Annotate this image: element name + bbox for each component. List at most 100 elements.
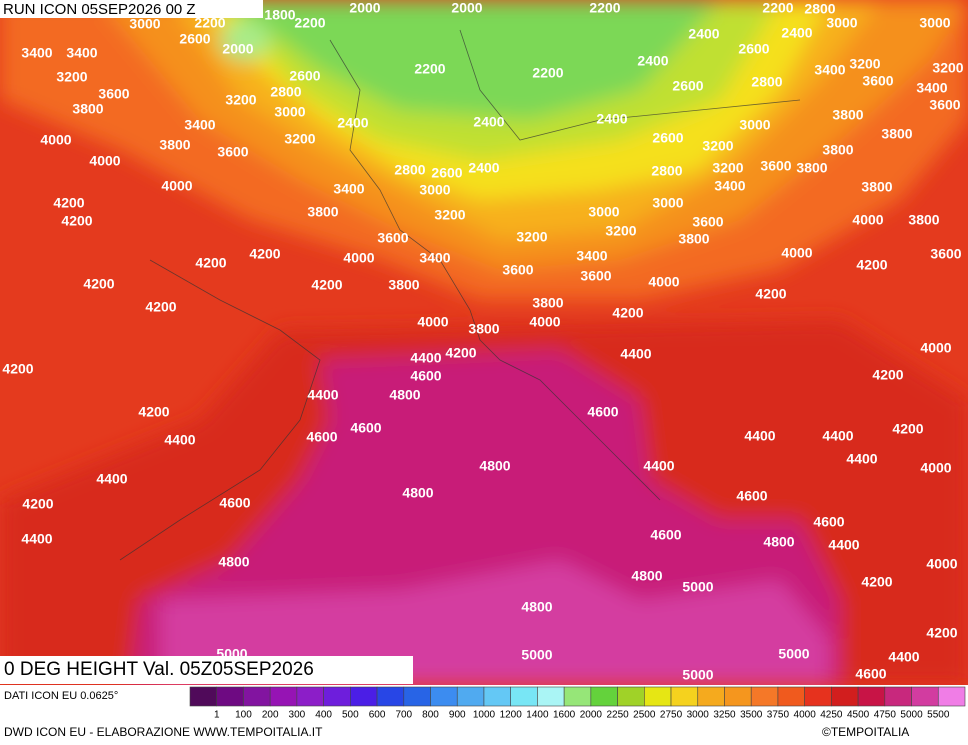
legend-label: 100 xyxy=(235,710,252,721)
contour-label: 4600 xyxy=(650,527,681,543)
legend-swatch xyxy=(189,686,218,707)
contour-label: 2000 xyxy=(222,41,253,57)
contour-label: 3400 xyxy=(184,117,215,133)
contour-label: 3200 xyxy=(849,56,880,72)
contour-label: 3200 xyxy=(712,160,743,176)
contour-label: 3400 xyxy=(916,80,947,96)
legend-label: 2750 xyxy=(660,710,683,721)
contour-label: 3000 xyxy=(652,195,683,211)
credit: DWD ICON EU - ELABORAZIONE WWW.TEMPOITAL… xyxy=(4,725,323,739)
contour-label: 2400 xyxy=(781,25,812,41)
contour-label: 3200 xyxy=(56,69,87,85)
legend-swatch xyxy=(537,686,565,707)
contour-label: 2800 xyxy=(651,163,682,179)
contour-label: 2200 xyxy=(762,0,793,16)
contour-label: 4400 xyxy=(307,387,338,403)
legend-swatch xyxy=(456,686,485,707)
contour-label: 4400 xyxy=(164,432,195,448)
legend-label: 300 xyxy=(289,710,306,721)
contour-label: 4800 xyxy=(521,599,552,615)
legend-label: 4750 xyxy=(874,710,897,721)
legend-swatch xyxy=(350,686,378,707)
contour-label: 3400 xyxy=(714,178,745,194)
legend-swatch xyxy=(697,686,725,707)
contour-label: 2400 xyxy=(473,114,504,130)
contour-label: 3600 xyxy=(760,158,791,174)
contour-label: 4600 xyxy=(350,420,381,436)
legend-label: 3000 xyxy=(687,710,710,721)
contour-label: 4400 xyxy=(888,649,919,665)
contour-label: 4000 xyxy=(852,212,883,228)
legend-swatch xyxy=(831,686,859,707)
contour-label: 3600 xyxy=(930,246,961,262)
legend-label: 400 xyxy=(315,710,332,721)
contour-label: 3800 xyxy=(532,295,563,311)
contour-label: 4800 xyxy=(763,534,794,550)
legend-swatch xyxy=(216,686,244,707)
contour-label: 4200 xyxy=(61,213,92,229)
legend-label: 5000 xyxy=(900,710,923,721)
contour-label: 3800 xyxy=(72,101,103,117)
legend-label: 1600 xyxy=(553,710,576,721)
contour-label: 3000 xyxy=(129,16,160,32)
contour-label: 3800 xyxy=(796,160,827,176)
contour-label: 4800 xyxy=(218,554,249,570)
contour-label: 1800 xyxy=(264,7,295,23)
contour-label: 4400 xyxy=(744,428,775,444)
contour-label: 4200 xyxy=(138,404,169,420)
contour-label: 4200 xyxy=(861,574,892,590)
contour-label: 3000 xyxy=(419,182,450,198)
contour-label: 2400 xyxy=(637,53,668,69)
contour-label: 4000 xyxy=(40,132,71,148)
legend-label: 2250 xyxy=(606,710,629,721)
contour-label: 4800 xyxy=(402,485,433,501)
legend-swatch xyxy=(724,686,752,707)
contour-label: 2000 xyxy=(451,0,482,16)
contour-label: 3200 xyxy=(605,223,636,239)
contour-label: 4800 xyxy=(631,568,662,584)
contour-label: 4200 xyxy=(755,286,786,302)
contour-label: 2200 xyxy=(194,15,225,31)
legend-label: 500 xyxy=(342,710,359,721)
contour-label: 2600 xyxy=(179,31,210,47)
legend-label: 4500 xyxy=(847,710,870,721)
contour-label: 4400 xyxy=(846,451,877,467)
legend-swatch xyxy=(670,686,699,707)
contour-label: 4200 xyxy=(892,421,923,437)
contour-label: 4200 xyxy=(22,496,53,512)
contour-label: 4200 xyxy=(53,195,84,211)
contour-label: 3800 xyxy=(388,277,419,293)
legend-swatch xyxy=(644,686,672,707)
run-box xyxy=(0,0,263,18)
contour-label: 4400 xyxy=(21,531,52,547)
contour-label: 3800 xyxy=(307,204,338,220)
contour-label: 2600 xyxy=(652,130,683,146)
legend-swatch xyxy=(563,686,592,707)
contour-label: 4200 xyxy=(83,276,114,292)
contour-label: 3800 xyxy=(159,137,190,153)
contour-label: 4000 xyxy=(89,153,120,169)
contour-label: 3000 xyxy=(274,104,305,120)
contour-label: 3600 xyxy=(217,144,248,160)
contour-label: 3400 xyxy=(333,181,364,197)
legend-swatch xyxy=(243,686,271,707)
contour-label: 4000 xyxy=(781,245,812,261)
contour-label: 5000 xyxy=(216,646,247,662)
contour-label: 4400 xyxy=(822,428,853,444)
contour-label: 4000 xyxy=(529,314,560,330)
contour-label: 3000 xyxy=(826,15,857,31)
legend-label: 700 xyxy=(395,710,412,721)
contour-label: 4600 xyxy=(219,495,250,511)
map-field xyxy=(0,0,968,685)
contour-label: 4600 xyxy=(306,429,337,445)
contour-label: 3600 xyxy=(929,97,960,113)
contour-label: 3600 xyxy=(98,86,129,102)
contour-label: 3200 xyxy=(434,207,465,223)
contour-label: 3600 xyxy=(502,262,533,278)
contour-label: 4600 xyxy=(855,666,886,682)
contour-label: 2800 xyxy=(270,84,301,100)
contour-label: 4800 xyxy=(479,458,510,474)
contour-label: 4200 xyxy=(856,257,887,273)
contour-label: 5000 xyxy=(778,646,809,662)
contour-label: 2600 xyxy=(672,78,703,94)
